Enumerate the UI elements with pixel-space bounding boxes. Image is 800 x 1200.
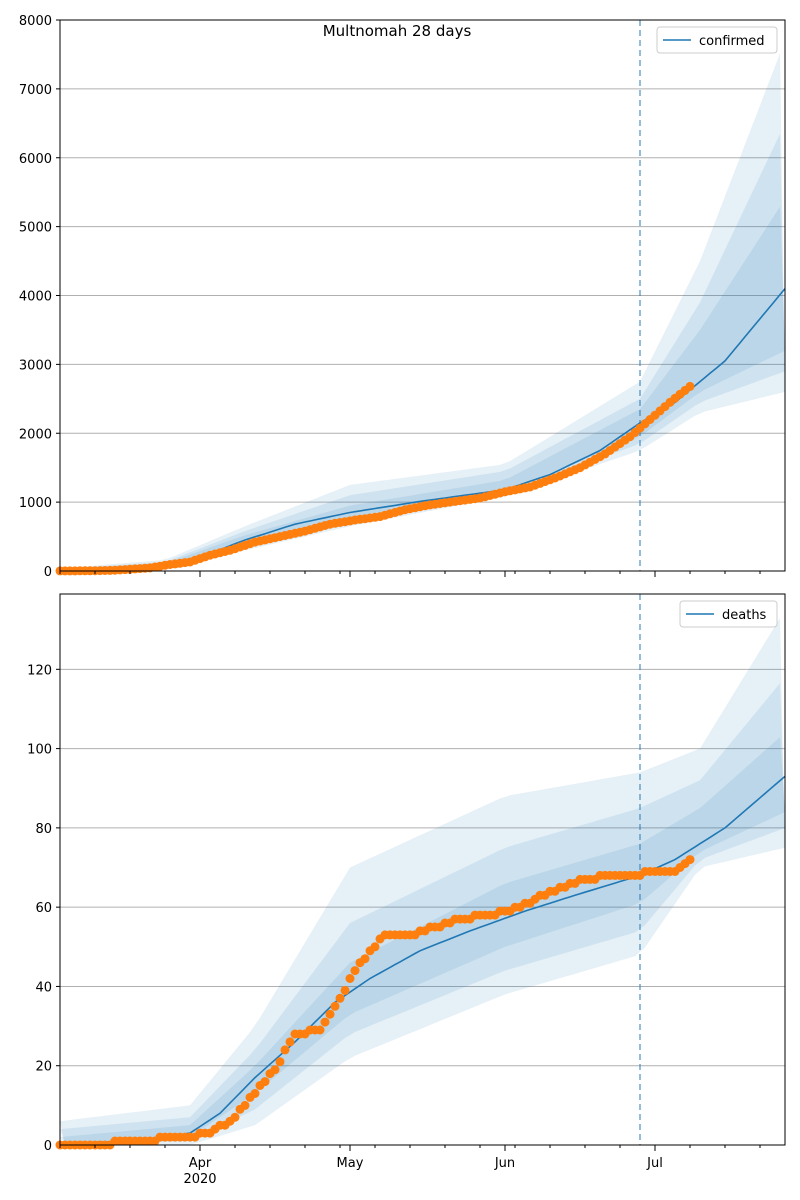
- confirmed-panel: 0 1000 2000 3000 4000 5000 6000 7000 8000 confirm…: [19, 14, 786, 580]
- observed-point: [370, 942, 380, 952]
- figure-title: Multnomah 28 days: [323, 22, 472, 40]
- y-tick-label: 8000: [19, 14, 52, 29]
- observed-point: [280, 1045, 290, 1055]
- x-tick-label: May: [337, 1156, 364, 1171]
- legend-box: [656, 26, 778, 54]
- x-tick-sublabel: 2020: [183, 1172, 216, 1187]
- y-tick-label: 120: [27, 663, 52, 678]
- observed-point: [240, 1100, 250, 1110]
- plot-frame: [59, 19, 786, 572]
- y-tick-label: 3000: [19, 358, 52, 373]
- observed-point: [260, 1077, 270, 1087]
- observed-point: [275, 1057, 285, 1067]
- confidence-band: [60, 618, 785, 1145]
- y-tick-label: 60: [35, 901, 52, 916]
- y-tick-label: 0: [44, 565, 52, 580]
- observed-point: [345, 974, 355, 983]
- observed-point: [230, 1112, 240, 1122]
- y-tick-label: 20: [35, 1060, 52, 1075]
- plot-frame: [59, 593, 786, 1146]
- observed-point: [285, 1037, 295, 1047]
- observed-point: [335, 993, 345, 1003]
- confidence-band: [60, 206, 785, 571]
- legend-label: deaths: [722, 608, 767, 623]
- observed-point: [250, 1089, 260, 1098]
- y-tick-label: 100: [27, 743, 52, 758]
- x-tick-label: Jun: [494, 1156, 515, 1171]
- observed-point: [330, 1001, 340, 1011]
- observed-point: [685, 855, 695, 865]
- observed-point: [320, 1017, 330, 1027]
- y-tick-label: 5000: [19, 221, 52, 236]
- x-tick-label: Apr: [189, 1156, 212, 1171]
- observed-point: [340, 985, 350, 995]
- observed-point: [350, 966, 360, 976]
- x-tick-label: Jul: [646, 1156, 663, 1171]
- y-tick-label: 1000: [19, 496, 52, 511]
- observed-point: [360, 954, 370, 964]
- y-tick-label: 40: [35, 980, 52, 995]
- confidence-band: [60, 683, 785, 1145]
- confidence-band: [60, 53, 785, 571]
- deaths-panel: 0 20 40 60 80 100 120 deaths: [27, 593, 786, 1154]
- y-tick-label: 0: [44, 1139, 52, 1154]
- legend-label: confirmed: [699, 34, 765, 49]
- y-tick-label: 2000: [19, 427, 52, 442]
- y-tick-label: 6000: [19, 152, 52, 167]
- observed-point: [685, 381, 695, 391]
- y-tick-label: 7000: [19, 83, 52, 98]
- legend-box: [679, 600, 778, 628]
- observed-point: [270, 1065, 280, 1075]
- y-tick-label: 80: [35, 822, 52, 837]
- y-tick-label: 4000: [19, 290, 52, 305]
- observed-point: [315, 1025, 325, 1035]
- observed-point: [325, 1009, 335, 1019]
- confidence-band: [60, 737, 785, 1145]
